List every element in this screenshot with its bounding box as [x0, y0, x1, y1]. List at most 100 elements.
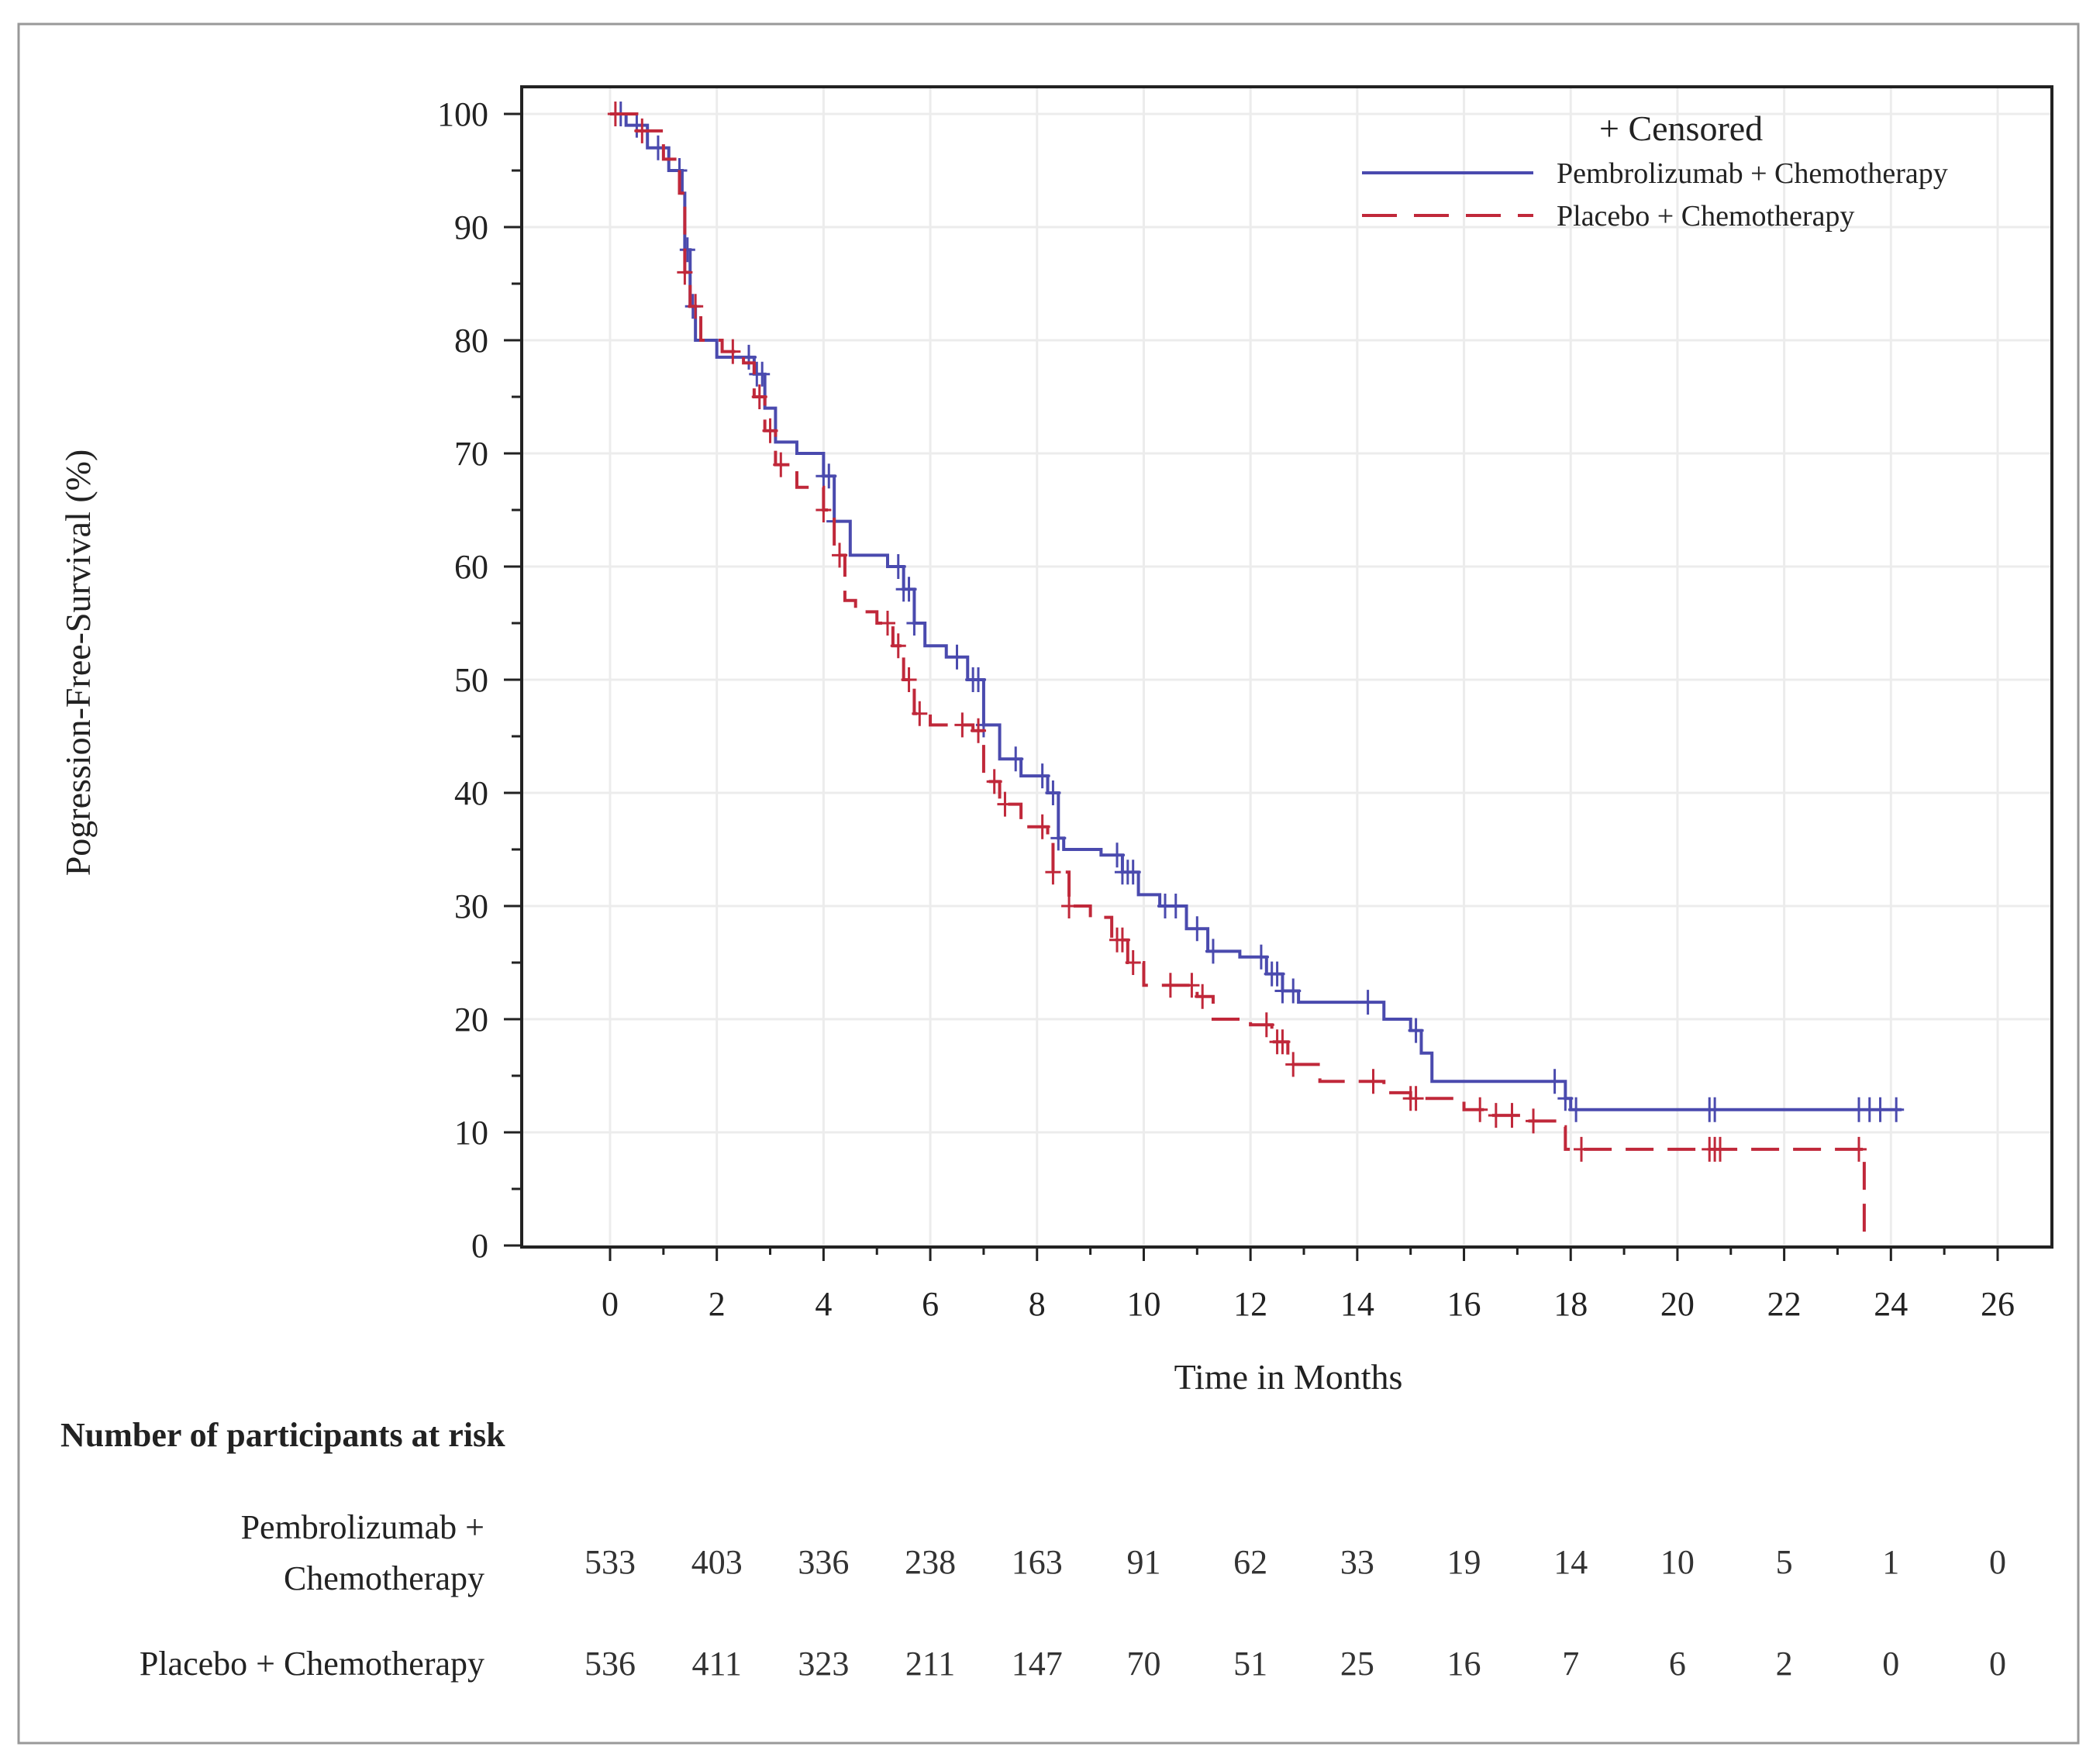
censor-mark — [971, 718, 987, 743]
censor-mark — [1184, 973, 1200, 998]
at-risk-value: 33 — [1340, 1543, 1374, 1581]
censor-mark — [890, 633, 906, 659]
censor-mark — [832, 543, 848, 568]
censor-mark — [954, 712, 971, 738]
censor-mark — [1408, 1086, 1424, 1111]
at-risk-value: 0 — [1989, 1543, 2006, 1581]
at-risk-value: 19 — [1447, 1543, 1481, 1581]
at-risk-value: 2 — [1776, 1645, 1793, 1683]
censor-mark — [1162, 973, 1178, 998]
censor-mark — [1872, 1097, 1888, 1122]
at-risk-value: 238 — [905, 1543, 956, 1581]
x-tick-label: 20 — [1660, 1285, 1695, 1323]
censor-mark — [880, 611, 895, 636]
censor-mark — [1050, 825, 1067, 851]
censor-mark — [1472, 1097, 1488, 1122]
at-risk-row-label: Placebo + Chemotherapy — [140, 1645, 484, 1683]
at-risk-value: 16 — [1447, 1645, 1481, 1683]
at-risk-value: 10 — [1660, 1543, 1695, 1581]
at-risk-row-label: Pembrolizumab + — [241, 1508, 484, 1546]
legend: + Censored Pembrolizumab + Chemotherapy … — [1362, 109, 1948, 233]
y-tick-label: 100 — [437, 95, 488, 133]
censor-mark — [1557, 1086, 1574, 1111]
at-risk-value: 14 — [1553, 1543, 1588, 1581]
censor-mark — [1285, 978, 1302, 1004]
censor-mark — [1167, 894, 1184, 918]
censor-mark — [1568, 1097, 1584, 1122]
x-tick-label: 6 — [922, 1285, 939, 1323]
censor-mark — [901, 667, 917, 692]
at-risk-value: 1 — [1882, 1543, 1899, 1581]
censor-mark — [1888, 1097, 1905, 1122]
at-risk-value: 0 — [1989, 1645, 2006, 1683]
y-tick-label: 50 — [454, 661, 488, 699]
censor-mark — [1285, 1052, 1302, 1077]
censor-mark — [677, 260, 693, 285]
censor-mark — [1408, 1018, 1424, 1043]
x-tick-label: 14 — [1340, 1285, 1374, 1323]
censor-mark — [1707, 1097, 1723, 1122]
censor-mark — [1205, 939, 1221, 964]
censor-mark — [1851, 1136, 1867, 1162]
censor-mark — [997, 791, 1013, 817]
plot-frame — [520, 85, 2053, 1249]
y-tick-label: 30 — [454, 887, 488, 925]
censor-mark — [754, 361, 771, 387]
at-risk-value: 403 — [691, 1543, 743, 1581]
x-tick-label: 16 — [1447, 1285, 1481, 1323]
censor-mark — [815, 498, 832, 522]
x-tick-label: 8 — [1029, 1285, 1046, 1323]
y-tick-label: 10 — [454, 1114, 488, 1152]
y-tick-label: 40 — [454, 774, 488, 812]
at-risk-value: 411 — [692, 1645, 742, 1683]
y-axis-title: Pogression-Free-Survival (%) — [58, 450, 98, 877]
censor-mark — [1034, 814, 1050, 839]
x-tick-label: 12 — [1233, 1285, 1267, 1323]
at-risk-value: 6 — [1669, 1645, 1686, 1683]
censor-mark — [1125, 950, 1141, 975]
y-tick-label: 80 — [454, 322, 488, 360]
outer-border — [17, 22, 2080, 1745]
km-curve-pembro — [610, 112, 1902, 1111]
censor-mark — [901, 577, 917, 602]
at-risk-value: 163 — [1012, 1543, 1063, 1581]
censor-mark — [773, 452, 789, 477]
x-tick-label: 2 — [709, 1285, 726, 1323]
y-tick-label: 0 — [471, 1227, 488, 1265]
censor-mark — [607, 102, 623, 126]
at-risk-value: 7 — [1562, 1645, 1579, 1683]
x-tick-label: 18 — [1553, 1285, 1588, 1323]
censor-mark — [912, 701, 928, 726]
censor-mark — [762, 418, 778, 443]
censor-mark — [1269, 961, 1285, 987]
censor-mark — [1258, 1012, 1274, 1038]
censor-mark — [634, 118, 650, 143]
legend-label-pembro: Pembrolizumab + Chemotherapy — [1557, 157, 1948, 190]
y-tick-label: 20 — [454, 1001, 488, 1039]
at-risk-row-label: Chemotherapy — [284, 1559, 484, 1597]
censor-mark — [1125, 860, 1141, 885]
censor-mark — [890, 554, 906, 579]
censor-mark — [1109, 842, 1126, 868]
x-tick-label: 24 — [1874, 1285, 1908, 1323]
censor-mark — [1045, 780, 1061, 805]
at-risk-value: 536 — [584, 1645, 636, 1683]
at-risk-value: 211 — [905, 1645, 955, 1683]
censor-mark — [1061, 894, 1078, 918]
at-risk-value: 5 — [1776, 1543, 1793, 1581]
at-risk-value: 62 — [1233, 1543, 1267, 1581]
censor-mark — [1365, 1069, 1381, 1094]
x-axis-title: Time in Months — [1174, 1357, 1403, 1397]
x-tick-label: 10 — [1126, 1285, 1160, 1323]
at-risk-value: 323 — [798, 1645, 849, 1683]
legend-censored: + Censored — [1599, 109, 1763, 148]
at-risk-value: 51 — [1233, 1645, 1267, 1683]
y-tick-label: 70 — [454, 435, 488, 473]
km-curve-placebo — [610, 112, 1866, 1245]
censor-mark — [1526, 1108, 1542, 1134]
x-tick-label: 22 — [1767, 1285, 1802, 1323]
at-risk-value: 336 — [798, 1543, 849, 1581]
censor-mark — [821, 463, 837, 489]
censor-mark — [1712, 1136, 1728, 1162]
x-tick-label: 0 — [602, 1285, 619, 1323]
